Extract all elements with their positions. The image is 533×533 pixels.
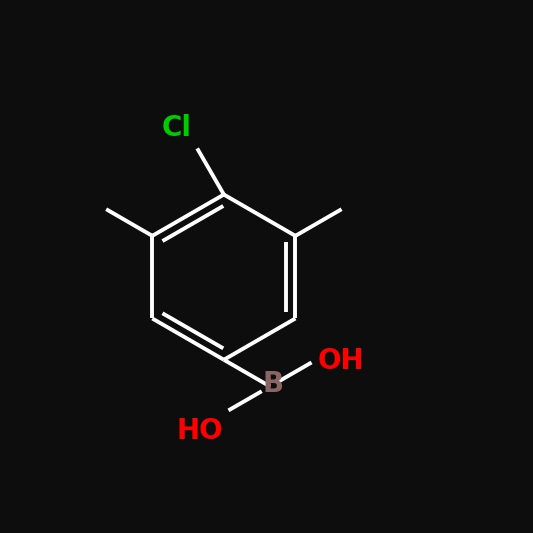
Text: B: B: [263, 370, 284, 398]
Text: OH: OH: [318, 348, 364, 375]
Text: Cl: Cl: [162, 114, 192, 142]
Text: HO: HO: [176, 417, 223, 445]
